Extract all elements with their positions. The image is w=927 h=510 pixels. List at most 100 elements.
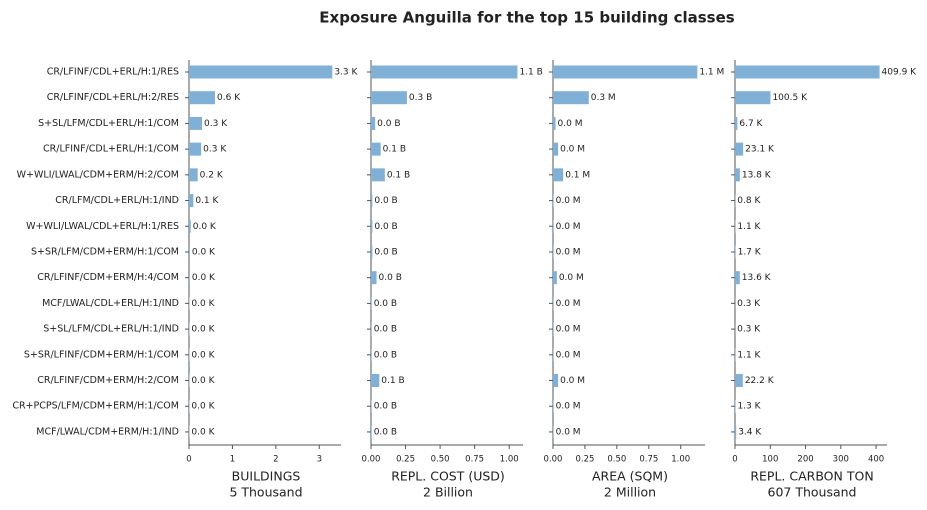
category-label: S+SR/LFM/CDM+ERM/H:1/COM bbox=[31, 246, 179, 257]
value-label: 0.0 K bbox=[191, 376, 215, 386]
value-label: 0.0 K bbox=[191, 299, 215, 309]
bar bbox=[553, 194, 554, 208]
category-label: CR/LFM/CDL+ERL/H:1/IND bbox=[55, 195, 179, 206]
value-label: 0.3 K bbox=[203, 145, 227, 155]
x-axis-label: REPL. CARBON TON bbox=[750, 469, 873, 484]
category-label: S+SL/LFM/CDL+ERL/H:1/IND bbox=[43, 324, 179, 335]
bar bbox=[553, 425, 554, 439]
x-tick-label: 0.50 bbox=[431, 455, 450, 465]
value-label: 0.1 M bbox=[565, 170, 590, 180]
bar bbox=[371, 374, 380, 388]
x-axis-label: AREA (SQM) bbox=[592, 469, 668, 484]
value-label: 0.8 K bbox=[737, 196, 761, 206]
bar bbox=[553, 245, 554, 259]
value-label: 1.3 K bbox=[737, 402, 761, 412]
category-label: CR/LFINF/CDL+ERL/H:2/RES bbox=[47, 92, 179, 103]
value-label: 0.0 M bbox=[556, 325, 581, 335]
bar bbox=[553, 91, 589, 105]
x-tick-label: 0 bbox=[186, 455, 191, 465]
value-label: 1.1 K bbox=[737, 350, 761, 360]
bar bbox=[735, 271, 740, 285]
bar bbox=[371, 322, 372, 336]
bar bbox=[735, 168, 740, 182]
category-label: CR/LFINF/CDM+ERM/H:4/COM bbox=[37, 272, 179, 283]
value-label: 0.3 K bbox=[204, 119, 228, 129]
bar bbox=[553, 374, 559, 388]
bar bbox=[189, 194, 194, 208]
x-axis-sublabel: 2 Billion bbox=[423, 485, 473, 500]
value-label: 0.0 M bbox=[556, 427, 581, 437]
value-label: 0.0 M bbox=[556, 402, 581, 412]
x-axis-sublabel: 607 Thousand bbox=[768, 485, 857, 500]
value-label: 13.6 K bbox=[742, 273, 772, 283]
value-label: 13.8 K bbox=[742, 170, 772, 180]
category-label: CR/LFINF/CDL+ERL/H:1/COM bbox=[43, 144, 179, 155]
value-label: 0.0 M bbox=[560, 145, 585, 155]
category-label: CR/LFINF/CDM+ERM/H:2/COM bbox=[37, 375, 179, 386]
value-label: 3.4 K bbox=[738, 427, 762, 437]
value-label: 0.0 B bbox=[374, 427, 397, 437]
bar bbox=[371, 116, 376, 130]
value-label: 0.0 K bbox=[192, 247, 216, 257]
value-label: 0.0 B bbox=[374, 325, 397, 335]
chart-title: Exposure Anguilla for the top 15 buildin… bbox=[319, 9, 734, 27]
bar bbox=[553, 322, 554, 336]
value-label: 0.3 B bbox=[409, 93, 432, 103]
bar bbox=[735, 374, 743, 388]
value-label: 23.1 K bbox=[745, 145, 775, 155]
value-label: 0.2 K bbox=[200, 170, 224, 180]
bar bbox=[371, 219, 373, 233]
x-tick-label: 400 bbox=[868, 455, 884, 465]
x-tick-label: 1 bbox=[230, 455, 235, 465]
bar bbox=[371, 296, 372, 310]
x-tick-label: 0.75 bbox=[639, 455, 658, 465]
bar bbox=[553, 168, 564, 182]
value-label: 0.1 B bbox=[381, 376, 404, 386]
value-label: 0.0 M bbox=[556, 247, 581, 257]
bar bbox=[371, 399, 372, 413]
value-label: 22.2 K bbox=[745, 376, 775, 386]
x-axis-sublabel: 2 Million bbox=[604, 485, 656, 500]
value-label: 0.0 M bbox=[560, 376, 585, 386]
x-tick-label: 3 bbox=[317, 455, 322, 465]
bar bbox=[553, 348, 554, 362]
value-label: 0.0 M bbox=[556, 299, 581, 309]
value-label: 1.1 K bbox=[737, 222, 761, 232]
x-axis-label: REPL. COST (USD) bbox=[391, 469, 505, 484]
bar bbox=[553, 142, 559, 156]
value-label: 0.0 M bbox=[556, 350, 581, 360]
value-label: 0.0 B bbox=[374, 402, 397, 412]
bar bbox=[371, 168, 385, 182]
x-tick-label: 0.50 bbox=[607, 455, 626, 465]
x-tick-label: 200 bbox=[797, 455, 813, 465]
bar bbox=[735, 142, 744, 156]
x-tick-label: 1.00 bbox=[500, 455, 519, 465]
value-label: 0.3 M bbox=[591, 93, 616, 103]
x-axis-label: BUILDINGS bbox=[232, 469, 301, 484]
value-label: 0.6 K bbox=[217, 93, 241, 103]
value-label: 0.0 K bbox=[192, 273, 216, 283]
value-label: 0.1 B bbox=[383, 145, 406, 155]
x-tick-label: 100 bbox=[762, 455, 778, 465]
category-label: MCF/LWAL/CDM+ERM/H:1/IND bbox=[36, 426, 179, 437]
category-label: CR+PCPS/LFM/CDM+ERM/H:1/COM bbox=[12, 401, 179, 412]
bar bbox=[553, 399, 554, 413]
category-label: MCF/LWAL/CDL+ERL/H:1/IND bbox=[42, 298, 179, 309]
x-tick-label: 0.00 bbox=[544, 455, 563, 465]
bar bbox=[189, 219, 191, 233]
value-label: 0.0 B bbox=[374, 222, 397, 232]
value-label: 0.0 M bbox=[558, 119, 583, 129]
value-label: 6.7 K bbox=[739, 119, 763, 129]
bar bbox=[371, 425, 372, 439]
value-label: 0.1 K bbox=[195, 196, 219, 206]
value-label: 1.7 K bbox=[738, 247, 762, 257]
bar bbox=[189, 65, 333, 79]
value-label: 0.0 K bbox=[191, 427, 215, 437]
value-label: 0.1 B bbox=[387, 170, 410, 180]
bar bbox=[553, 271, 557, 285]
bar bbox=[189, 271, 190, 285]
bar bbox=[371, 245, 373, 259]
value-label: 0.0 K bbox=[193, 222, 217, 232]
x-tick-label: 1.00 bbox=[671, 455, 690, 465]
